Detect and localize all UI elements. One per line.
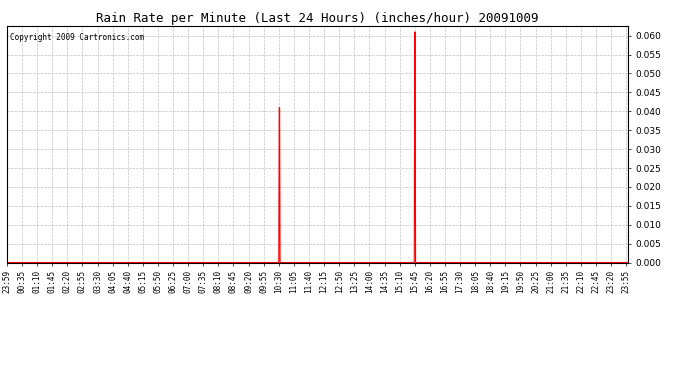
Text: Copyright 2009 Cartronics.com: Copyright 2009 Cartronics.com: [10, 33, 144, 42]
Title: Rain Rate per Minute (Last 24 Hours) (inches/hour) 20091009: Rain Rate per Minute (Last 24 Hours) (in…: [96, 12, 539, 25]
